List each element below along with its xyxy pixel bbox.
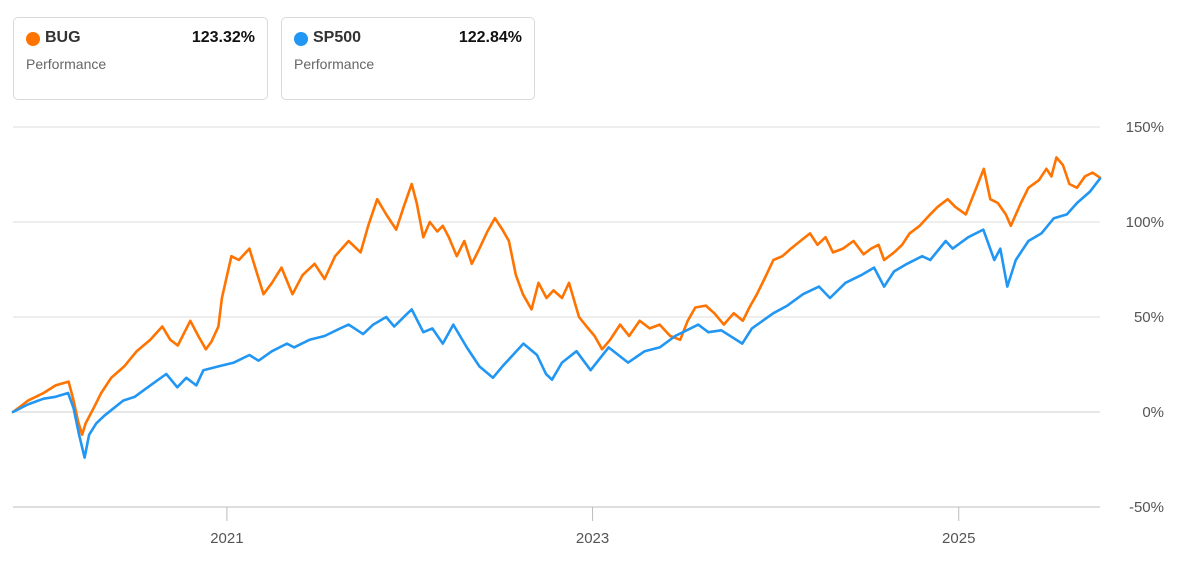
- sp500-color-dot-icon: [294, 32, 308, 46]
- gridlines: [13, 126, 1100, 508]
- bug-performance-value: 123.32%: [191, 29, 255, 46]
- legend-card-sp500-header: SP500 122.84%: [294, 29, 522, 49]
- y-axis: 150% 100% 50% 0% -50%: [1126, 119, 1164, 516]
- series-line-bug[interactable]: [11, 156, 1102, 437]
- y-tick-label: 0%: [1142, 404, 1164, 421]
- series-line-sp500[interactable]: [11, 177, 1102, 459]
- bug-ticker-label: BUG: [45, 29, 81, 46]
- x-tick-label: 2021: [210, 530, 243, 547]
- x-tick-label: 2023: [576, 530, 609, 547]
- sp500-performance-caption: Performance: [294, 56, 375, 72]
- legend-card-bug[interactable]: BUG 123.32% Performance: [13, 17, 268, 100]
- legend-card-sp500[interactable]: SP500 122.84% Performance: [281, 17, 535, 100]
- sp500-ticker-label: SP500: [313, 29, 362, 46]
- bug-color-dot-icon: [26, 32, 40, 46]
- sp500-performance-value: 122.84%: [458, 29, 522, 46]
- legend-card-bug-header: BUG 123.32%: [26, 29, 255, 49]
- series-lines: [11, 156, 1102, 459]
- y-tick-label: -50%: [1129, 499, 1164, 516]
- x-axis: 2021 2023 2025: [13, 506, 1100, 547]
- x-tick-label: 2025: [942, 530, 975, 547]
- y-tick-label: 150%: [1126, 119, 1164, 136]
- y-tick-label: 50%: [1134, 309, 1164, 326]
- bug-performance-caption: Performance: [26, 56, 107, 72]
- y-tick-label: 100%: [1126, 214, 1164, 231]
